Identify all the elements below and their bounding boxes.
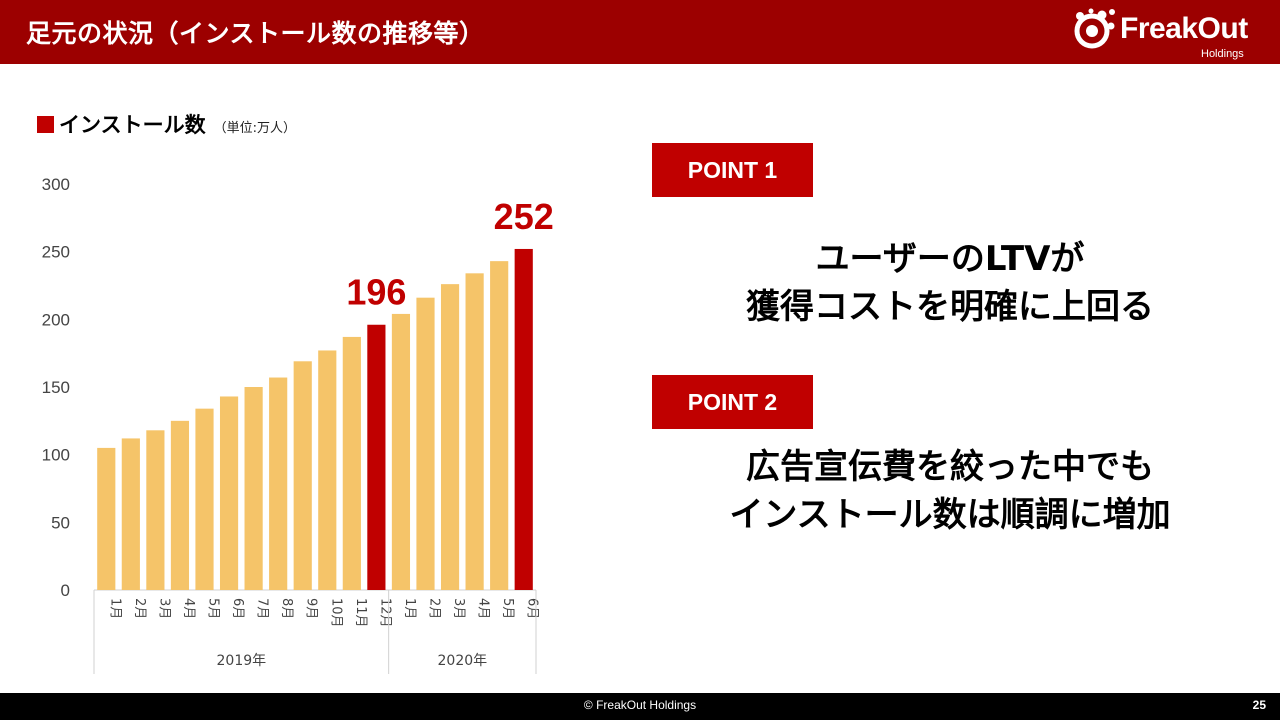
bar xyxy=(391,313,411,590)
x-tick-label: 12月 xyxy=(377,598,392,628)
legend-swatch xyxy=(37,115,54,133)
chart-legend: インストール数 （単位:万人） xyxy=(37,111,296,137)
point-1-badge: POINT 1 xyxy=(652,143,813,197)
x-tick-label: 9月 xyxy=(304,598,319,619)
point-2-badge: POINT 2 xyxy=(652,375,813,429)
x-tick-label: 2月 xyxy=(427,598,442,619)
bar xyxy=(146,430,165,590)
y-tick-label: 50 xyxy=(51,513,70,532)
group-label: 2019年 xyxy=(217,653,267,669)
x-tick-label: 6月 xyxy=(230,598,245,619)
company-logo: FreakOut Holdings xyxy=(1072,4,1272,62)
y-tick-label: 150 xyxy=(42,378,70,397)
group-label: 2020年 xyxy=(438,653,488,669)
bar xyxy=(195,408,214,590)
x-tick-label: 2月 xyxy=(132,598,147,619)
x-tick-label: 1月 xyxy=(107,598,122,619)
y-tick-label: 250 xyxy=(42,243,70,262)
bar xyxy=(318,350,337,590)
bar xyxy=(170,420,190,590)
y-tick-label: 300 xyxy=(42,175,70,194)
x-tick-label: 6月 xyxy=(525,598,540,619)
x-tick-label: 1月 xyxy=(402,598,417,619)
bar xyxy=(342,336,361,590)
copyright: © FreakOut Holdings xyxy=(583,698,697,712)
bar xyxy=(97,447,116,590)
x-tick-label: 5月 xyxy=(500,598,515,619)
point-2-text: 広告宣伝費を絞った中でも インストール数は順調に増加 xyxy=(620,443,1280,539)
bar xyxy=(269,377,288,590)
y-tick-label: 100 xyxy=(42,446,70,465)
x-tick-label: 3月 xyxy=(156,598,171,619)
x-tick-label: 8月 xyxy=(279,598,294,619)
y-tick-label: 0 xyxy=(61,581,70,600)
logo-subtitle: Holdings xyxy=(1201,48,1244,60)
bar xyxy=(121,438,140,590)
point-2-line-1: 広告宣伝費を絞った中でも xyxy=(746,447,1154,487)
page-number: 25 xyxy=(1252,698,1266,712)
y-tick-label: 200 xyxy=(42,310,70,329)
point-1-line-2: 獲得コストを明確に上回る xyxy=(746,287,1154,327)
x-tick-label: 4月 xyxy=(181,598,196,619)
x-tick-label: 11月 xyxy=(353,598,368,628)
data-label: 252 xyxy=(494,196,554,237)
bar xyxy=(416,297,435,590)
logo-name: FreakOut xyxy=(1120,12,1248,45)
x-tick-label: 7月 xyxy=(255,598,270,619)
bar xyxy=(367,324,386,590)
x-tick-label: 4月 xyxy=(476,598,491,619)
legend-unit: （単位:万人） xyxy=(213,120,296,136)
data-label: 196 xyxy=(346,272,406,313)
x-tick-label: 3月 xyxy=(451,598,466,619)
bar xyxy=(514,248,533,590)
bar xyxy=(293,361,312,590)
bar xyxy=(219,396,239,590)
point-1-line-1: ユーザーのLTVが xyxy=(815,239,1085,279)
install-count-bar-chart: 0 50 100 150 200 250 300 1月 2月 3月 4月 5月 6月 7月 8月 9月 10月 1… xyxy=(42,175,554,674)
legend-label: インストール数 xyxy=(59,113,206,137)
logo-mark-icon xyxy=(1074,8,1115,49)
point-1-text: ユーザーのLTVが 獲得コストを明確に上回る xyxy=(620,235,1280,331)
bar xyxy=(440,284,460,590)
point-2-line-2: インストール数は順調に増加 xyxy=(729,495,1171,535)
bar xyxy=(465,273,484,590)
x-tick-label: 10月 xyxy=(328,598,343,628)
bar xyxy=(490,261,509,590)
page-title: 足元の状況（インストール数の推移等） xyxy=(26,19,485,48)
slide-footer: © FreakOut Holdings 25 xyxy=(0,693,1280,720)
slide-header: 足元の状況（インストール数の推移等） FreakOut Holdings xyxy=(0,0,1280,64)
x-tick-label: 5月 xyxy=(206,598,221,619)
bar xyxy=(244,387,263,590)
